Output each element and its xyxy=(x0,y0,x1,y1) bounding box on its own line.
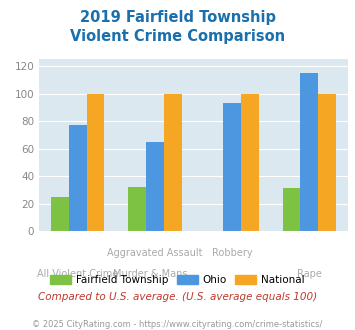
Bar xyxy=(164,94,181,231)
Bar xyxy=(51,197,69,231)
Bar xyxy=(241,94,259,231)
Bar xyxy=(69,125,87,231)
Bar xyxy=(300,73,318,231)
Text: © 2025 CityRating.com - https://www.cityrating.com/crime-statistics/: © 2025 CityRating.com - https://www.city… xyxy=(32,320,323,329)
Bar xyxy=(283,188,300,231)
Bar xyxy=(146,142,164,231)
Text: 2019 Fairfield Township
Violent Crime Comparison: 2019 Fairfield Township Violent Crime Co… xyxy=(70,10,285,44)
Bar xyxy=(87,94,104,231)
Text: Rape: Rape xyxy=(297,269,322,279)
Bar xyxy=(318,94,336,231)
Bar xyxy=(223,103,241,231)
Text: All Violent Crime: All Violent Crime xyxy=(37,269,118,279)
Bar xyxy=(128,187,146,231)
Text: Robbery: Robbery xyxy=(212,248,252,258)
Legend: Fairfield Township, Ohio, National: Fairfield Township, Ohio, National xyxy=(46,271,309,289)
Text: Murder & Mans...: Murder & Mans... xyxy=(113,269,197,279)
Text: Aggravated Assault: Aggravated Assault xyxy=(107,248,203,258)
Text: Compared to U.S. average. (U.S. average equals 100): Compared to U.S. average. (U.S. average … xyxy=(38,292,317,302)
